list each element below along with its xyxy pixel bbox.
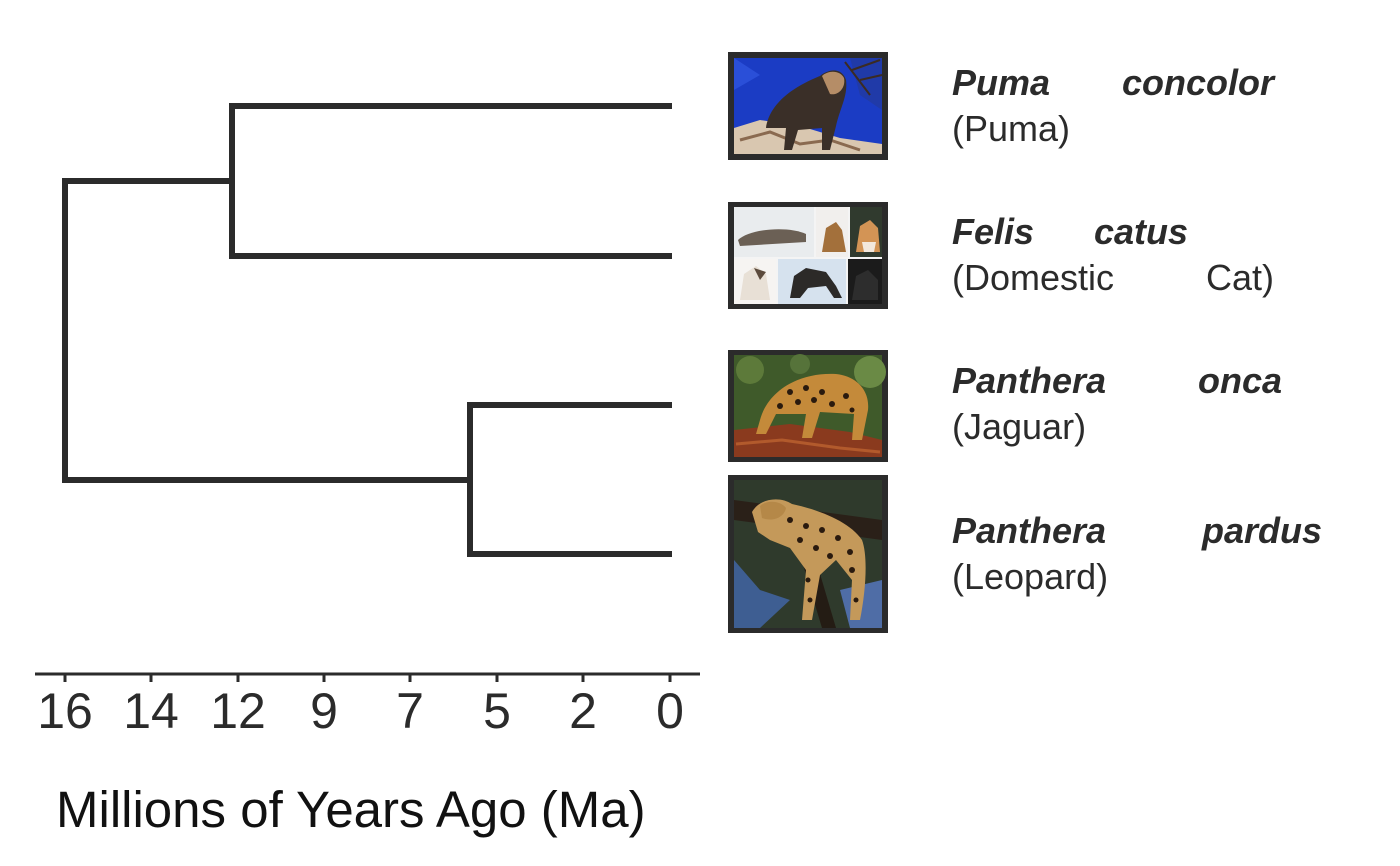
taxon-label-jaguar: Panthera onca (Jaguar) [952,358,1282,450]
genus-name: Panthera [952,510,1107,551]
genus-name: Panthera [952,360,1107,401]
jaguar-photo-icon [728,350,888,462]
common-name: (Puma) [952,108,1071,149]
common-name: (Jaguar) [952,406,1087,447]
x-tick-label: 0 [656,683,684,739]
x-axis-title: Millions of Years Ago (Ma) [56,781,646,838]
genus-name: Puma [952,62,1051,103]
x-tick-label: 7 [396,683,424,739]
taxon-label-domestic-cat: Felis catus (Domestic Cat) [952,209,1274,301]
common-name: (Domestic Cat) [952,257,1274,298]
puma-photo-icon [728,52,888,160]
x-tick-label: 14 [123,683,179,739]
species-name: concolor [1121,62,1274,103]
x-tick-label: 2 [569,683,597,739]
domestic-cat-collage-photo-icon [728,202,888,309]
x-tick-label: 12 [210,683,266,739]
scientific-name: Panthera onca [952,358,1282,404]
x-tick-label: 16 [37,683,93,739]
taxon-label-leopard: Panthera pardus (Leopard) [952,508,1322,600]
x-tick-label: 9 [310,683,338,739]
common-name: (Leopard) [952,556,1109,597]
x-tick-label: 5 [483,683,511,739]
taxon-label-puma: Puma concolor (Puma) [952,60,1274,152]
scientific-name: Panthera pardus [952,508,1322,554]
species-name: catus [1093,211,1188,252]
scientific-name: Puma concolor [952,60,1274,106]
species-name: onca [1197,360,1282,401]
leopard-photo-icon [728,475,888,633]
genus-name: Felis [952,211,1035,252]
scientific-name: Felis catus [952,209,1188,255]
species-name: pardus [1201,510,1322,551]
